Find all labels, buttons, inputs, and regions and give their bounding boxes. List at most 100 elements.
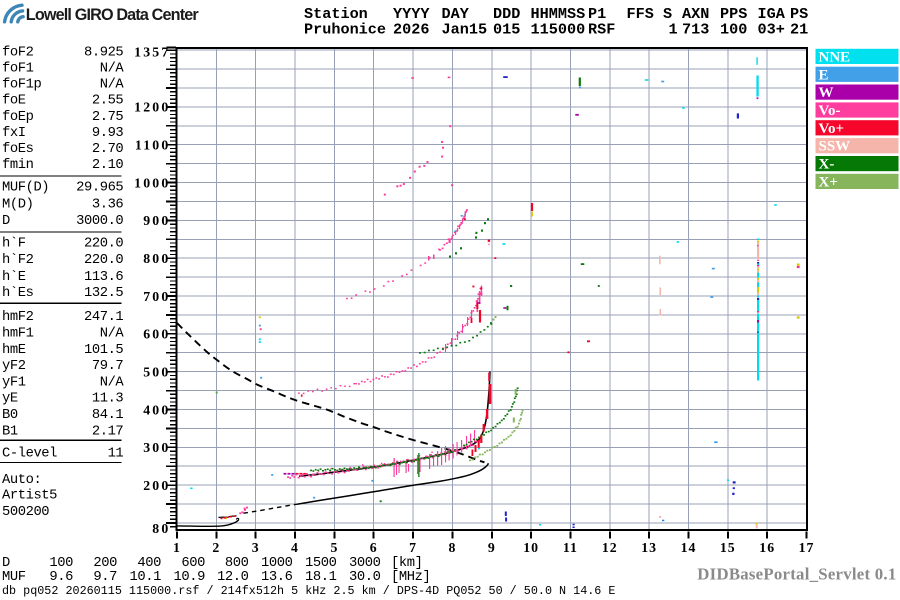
- svg-text:Vo+: Vo+: [819, 121, 845, 137]
- svg-text:Pruhonice: Pruhonice: [304, 20, 386, 38]
- svg-text:15: 15: [720, 540, 736, 555]
- svg-text:600: 600: [181, 556, 205, 571]
- svg-text:220.0: 220.0: [84, 237, 123, 252]
- svg-text:132.5: 132.5: [84, 286, 123, 301]
- svg-text:h`Es: h`Es: [2, 285, 34, 301]
- svg-text:E: E: [819, 67, 829, 83]
- svg-text:yF1: yF1: [2, 376, 26, 391]
- svg-text:115000: 115000: [531, 20, 586, 38]
- svg-text:8: 8: [448, 540, 456, 555]
- svg-text:yF2: yF2: [2, 359, 26, 374]
- svg-text:2026: 2026: [393, 20, 429, 38]
- svg-text:SSW: SSW: [819, 139, 851, 155]
- svg-text:03+: 03+: [758, 20, 785, 38]
- svg-text:Station: Station: [304, 5, 368, 23]
- svg-text:h`F: h`F: [2, 236, 26, 252]
- svg-text:015: 015: [493, 20, 520, 38]
- svg-text:18.1: 18.1: [305, 570, 337, 585]
- svg-text:2.70: 2.70: [92, 142, 124, 157]
- svg-text:fxI: fxI: [2, 125, 26, 141]
- svg-text:2.75: 2.75: [92, 110, 124, 125]
- svg-text:6: 6: [370, 540, 378, 555]
- svg-text:21: 21: [790, 20, 808, 38]
- svg-text:hmE: hmE: [2, 342, 26, 358]
- svg-text:DDD: DDD: [493, 5, 520, 23]
- svg-text:DIDBasePortal_Servlet 0.1: DIDBasePortal_Servlet 0.1: [697, 565, 896, 584]
- svg-text:D: D: [2, 556, 10, 571]
- svg-text:713: 713: [682, 20, 709, 38]
- svg-text:Vo-: Vo-: [819, 103, 841, 119]
- svg-text:800: 800: [225, 556, 249, 571]
- svg-text:600: 600: [143, 327, 170, 342]
- svg-text:hmF1: hmF1: [2, 326, 34, 342]
- svg-text:Lowell GIRO Data Center: Lowell GIRO Data Center: [26, 6, 200, 24]
- svg-text:13.6: 13.6: [261, 570, 293, 585]
- svg-text:N/A: N/A: [100, 326, 125, 342]
- svg-text:500: 500: [143, 364, 170, 379]
- svg-text:3: 3: [252, 540, 260, 555]
- svg-text:B0: B0: [2, 408, 18, 423]
- svg-text:MUF(D): MUF(D): [2, 180, 49, 196]
- svg-text:PPS: PPS: [720, 5, 747, 23]
- svg-text:2: 2: [212, 540, 220, 555]
- svg-text:D: D: [2, 214, 10, 229]
- svg-text:AXN: AXN: [682, 5, 709, 23]
- svg-text:14: 14: [681, 540, 697, 555]
- svg-text:2.55: 2.55: [92, 94, 124, 109]
- svg-text:9.93: 9.93: [92, 126, 124, 141]
- svg-text:1000: 1000: [134, 175, 170, 190]
- svg-text:DAY: DAY: [442, 5, 470, 23]
- svg-text:100: 100: [49, 556, 73, 571]
- svg-text:300: 300: [143, 440, 170, 455]
- svg-text:foE: foE: [2, 93, 26, 109]
- svg-text:79.7: 79.7: [92, 359, 124, 374]
- svg-text:10.9: 10.9: [174, 570, 206, 585]
- svg-text:9: 9: [488, 540, 496, 555]
- svg-text:[km]: [km]: [391, 555, 422, 571]
- svg-text:12.0: 12.0: [217, 570, 249, 585]
- svg-text:h`F2: h`F2: [2, 252, 34, 268]
- svg-text:200: 200: [143, 478, 170, 493]
- svg-text:X-: X-: [819, 157, 835, 173]
- svg-text:101.5: 101.5: [84, 343, 123, 358]
- svg-text:1: 1: [669, 20, 678, 38]
- svg-text:RSF: RSF: [588, 20, 615, 38]
- svg-text:N/A: N/A: [100, 77, 125, 93]
- svg-text:YYYY: YYYY: [393, 5, 430, 23]
- svg-text:foEp: foEp: [2, 109, 34, 125]
- svg-text:11: 11: [108, 447, 124, 462]
- svg-text:Jan15: Jan15: [442, 20, 488, 38]
- svg-text:13: 13: [641, 540, 657, 555]
- svg-text:yE: yE: [2, 392, 18, 407]
- svg-text:1: 1: [173, 540, 181, 555]
- svg-text:400: 400: [137, 556, 161, 571]
- svg-text:3.36: 3.36: [92, 198, 124, 213]
- svg-text:W: W: [819, 85, 834, 101]
- svg-text:foF1: foF1: [2, 61, 34, 77]
- svg-text:10.1: 10.1: [130, 570, 162, 585]
- svg-text:29.965: 29.965: [76, 181, 123, 196]
- svg-text:400: 400: [143, 402, 170, 417]
- svg-text:800: 800: [143, 251, 170, 266]
- svg-text:foF2: foF2: [2, 44, 34, 60]
- svg-text:80: 80: [152, 521, 170, 536]
- svg-text:1000: 1000: [261, 556, 293, 571]
- svg-text:113.6: 113.6: [84, 270, 123, 285]
- svg-text:12: 12: [602, 540, 618, 555]
- svg-text:11.3: 11.3: [92, 392, 124, 407]
- svg-text:Auto:: Auto:: [2, 473, 41, 488]
- svg-text:16: 16: [759, 540, 775, 555]
- svg-text:4: 4: [291, 540, 299, 555]
- svg-text:hmF2: hmF2: [2, 309, 34, 325]
- svg-text:db pq052 20260115 115000.rsf /: db pq052 20260115 115000.rsf / 214fx512h…: [2, 584, 615, 598]
- svg-text:IGA: IGA: [758, 5, 786, 23]
- svg-text:fmin: fmin: [2, 157, 34, 173]
- svg-text:M(D): M(D): [2, 197, 33, 213]
- svg-text:30.0: 30.0: [349, 570, 381, 585]
- svg-text:FFS: FFS: [627, 5, 654, 23]
- svg-text:17: 17: [799, 540, 815, 555]
- svg-text:1357: 1357: [134, 44, 170, 59]
- svg-text:C-level: C-level: [2, 446, 57, 462]
- svg-text:MUF: MUF: [2, 570, 26, 585]
- svg-text:1500: 1500: [305, 556, 337, 571]
